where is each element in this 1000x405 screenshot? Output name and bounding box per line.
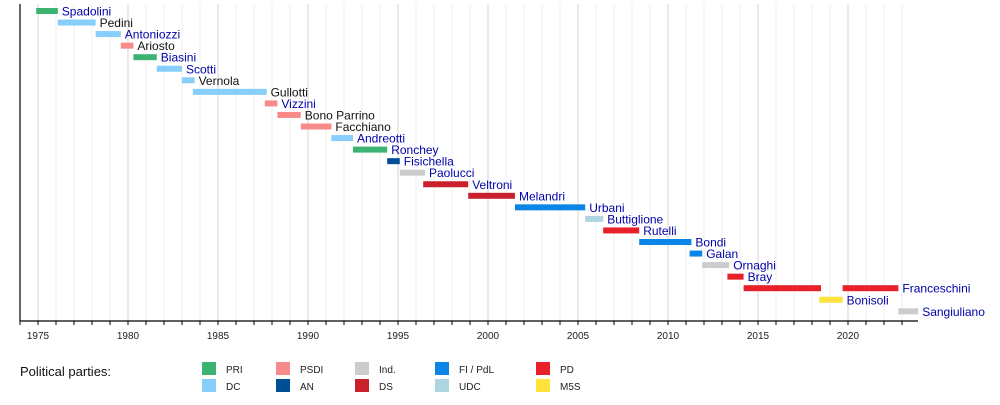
legend-swatch: [355, 362, 369, 375]
term-bar: [468, 192, 515, 199]
minister-labels: SpadoliniPediniAntoniozziAriostoBiasiniS…: [62, 5, 985, 319]
minister-label[interactable]: Spadolini: [62, 5, 111, 19]
legend-label: UDC: [459, 382, 481, 393]
x-tick-label: 1985: [207, 331, 230, 342]
legend-swatch: [355, 379, 369, 392]
x-tick-label: 2020: [837, 331, 860, 342]
x-tick-label: 1995: [387, 331, 410, 342]
x-tick-label: 2000: [477, 331, 500, 342]
legend-swatch: [435, 379, 449, 392]
minister-label[interactable]: Buttiglione: [607, 212, 663, 226]
x-tick-label: 1990: [297, 331, 320, 342]
term-bar: [95, 31, 121, 38]
legend-swatch: [202, 379, 216, 392]
x-tick-label: 2015: [747, 331, 770, 342]
term-bar: [515, 204, 586, 211]
term-bar: [743, 285, 821, 292]
minister-label: Pedini: [100, 16, 133, 30]
x-tick-label: 2010: [657, 331, 680, 342]
legend-label: PSDI: [300, 365, 323, 376]
minister-label[interactable]: Bray: [748, 270, 773, 284]
term-bar: [264, 100, 278, 107]
minister-label[interactable]: Bonisoli: [847, 293, 889, 307]
term-bar: [689, 250, 703, 257]
term-bar: [182, 77, 195, 84]
legend-label: M5S: [560, 382, 581, 393]
term-bar: [423, 181, 469, 188]
term-bar: [156, 65, 182, 72]
term-bar: [36, 8, 58, 14]
term-bar: [57, 19, 96, 26]
term-bar: [277, 111, 301, 118]
minister-label: Vernola: [199, 74, 240, 88]
x-tick-label: 1975: [27, 331, 50, 342]
minister-label[interactable]: Urbani: [589, 201, 624, 215]
minister-label[interactable]: Sangiuliano: [922, 305, 985, 319]
term-bar: [133, 54, 157, 61]
minister-label[interactable]: Vizzini: [281, 97, 315, 111]
legend-label: DC: [226, 382, 240, 393]
minister-label[interactable]: Franceschini: [902, 282, 970, 296]
minister-label: Facchiano: [335, 120, 391, 134]
term-bar: [727, 273, 744, 280]
x-axis: 1975 1980 1985 1990 1995 2000 2005 2010 2015 2020: [19, 4, 918, 342]
gridlines: [19, 4, 903, 321]
minister-label[interactable]: Biasini: [161, 51, 196, 65]
term-bar: [898, 308, 919, 315]
legend-title: Political parties:: [20, 364, 111, 379]
minister-label[interactable]: Andreotti: [357, 132, 405, 146]
legend-label: PD: [560, 365, 574, 376]
minister-label[interactable]: Rutelli: [643, 224, 676, 238]
legend-swatch: [536, 379, 550, 392]
legend: Political parties: PRI DC PSDI AN Ind. DS FI /…: [20, 362, 581, 393]
legend-swatch: [536, 362, 550, 375]
legend-swatch: [435, 362, 449, 375]
term-bar: [353, 146, 388, 153]
legend-label: PRI: [226, 365, 243, 376]
term-bar: [300, 123, 332, 130]
minister-label: Gullotti: [271, 85, 308, 99]
legend-label: DS: [379, 382, 393, 393]
term-bar: [399, 169, 425, 176]
minister-label: Bono Parrino: [305, 108, 375, 122]
term-bar: [702, 262, 730, 269]
minister-label[interactable]: Paolucci: [429, 166, 474, 180]
legend-label: AN: [300, 382, 314, 393]
legend-swatch: [276, 379, 290, 392]
term-bar: [192, 88, 267, 95]
term-bar: [639, 239, 692, 245]
term-bar: [842, 285, 899, 292]
term-bar: [387, 158, 400, 165]
minister-label[interactable]: Antoniozzi: [125, 28, 180, 42]
legend-swatch: [202, 362, 216, 375]
minister-label[interactable]: Scotti: [186, 62, 216, 76]
minister-label[interactable]: Melandri: [519, 189, 565, 203]
legend-label: FI / PdL: [459, 365, 494, 376]
minister-label: Ariosto: [137, 39, 175, 53]
term-bar: [585, 215, 604, 222]
term-bar: [120, 42, 134, 49]
legend-swatch: [276, 362, 290, 375]
minister-bars: [36, 8, 919, 315]
minister-label[interactable]: Ronchey: [391, 143, 438, 157]
minister-label[interactable]: Galan: [706, 247, 738, 261]
minister-label[interactable]: Fisichella: [404, 155, 454, 169]
term-bar: [331, 135, 353, 142]
x-tick-label: 1980: [117, 331, 140, 342]
minister-label[interactable]: Veltroni: [472, 178, 512, 192]
minister-label[interactable]: Bondi: [695, 236, 726, 250]
term-bar: [603, 227, 640, 234]
minister-label[interactable]: Ornaghi: [733, 259, 776, 273]
term-bar: [819, 296, 843, 303]
legend-label: Ind.: [379, 365, 396, 376]
x-tick-label: 2005: [567, 331, 590, 342]
